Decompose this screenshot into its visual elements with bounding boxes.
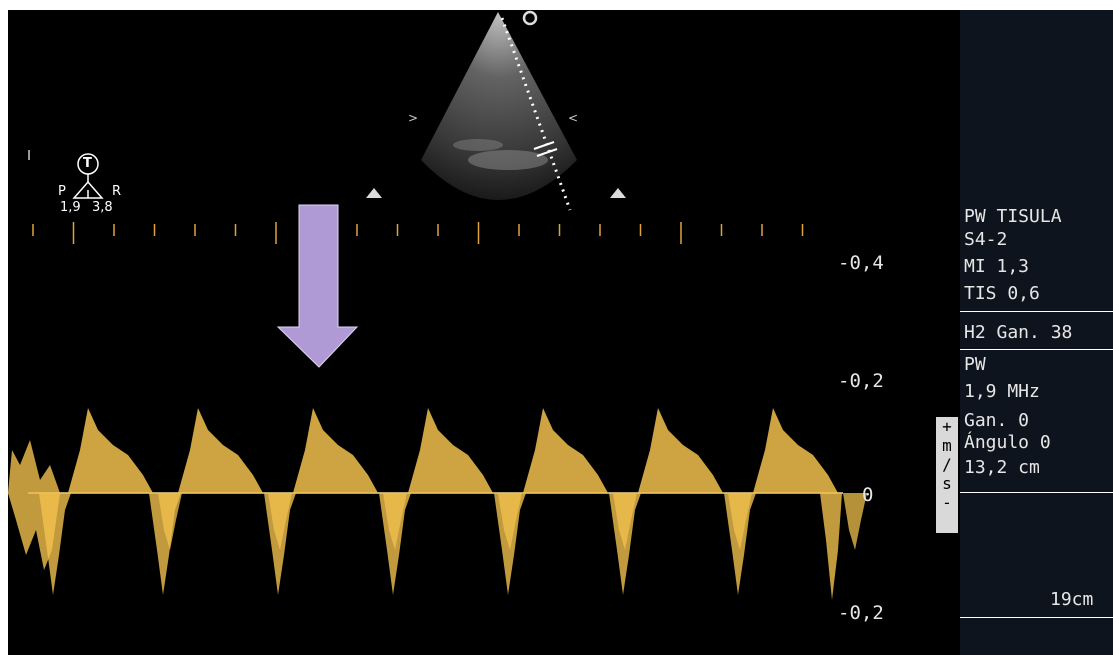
unit-slash: / <box>942 455 952 474</box>
orientation-marker: T P R 1,9 3,8 <box>48 146 158 226</box>
depth: 13,2 cm <box>964 457 1040 478</box>
divider <box>960 349 1113 350</box>
focus-left-marker: > <box>408 111 418 125</box>
sector-image <box>421 12 577 200</box>
velocity-unit-box: + m / s - <box>936 417 958 533</box>
angle: Ángulo 0 <box>964 432 1051 453</box>
info-panel: PW TISULA S4-2 MI 1,3 TIS 0,6 H2 Gan. 38… <box>960 10 1113 655</box>
divider <box>960 311 1113 312</box>
focus-right-marker: < <box>568 111 578 125</box>
secondary-trough <box>843 493 867 550</box>
mechanical-index: MI 1,3 <box>964 256 1030 277</box>
orientation-left-letter: P <box>58 184 66 199</box>
unit-s: s <box>942 474 952 493</box>
waveform-edge <box>8 440 60 570</box>
scale-label-bottom: -0,2 <box>838 602 884 624</box>
systolic-peak <box>753 408 838 493</box>
orientation-value-right: 3,8 <box>92 200 113 215</box>
scale-label-top: -0,4 <box>838 252 884 274</box>
systolic-peak <box>68 408 153 493</box>
probe-name: S4-2 <box>964 229 1008 250</box>
unit-minus: - <box>942 493 952 512</box>
unit-m: m <box>942 436 952 455</box>
orientation-glyph-icon <box>72 153 104 199</box>
doppler-gain: Gan. 0 <box>964 410 1030 431</box>
sector-edge-marker <box>366 188 382 198</box>
sample-gate-marker[interactable] <box>536 148 558 157</box>
thermal-index: TIS 0,6 <box>964 283 1040 304</box>
doppler-cursor-line[interactable] <box>500 17 572 211</box>
divider <box>960 492 1113 493</box>
reverse-flow-trough <box>494 493 526 595</box>
scale-label-zero: 0 <box>862 484 874 506</box>
reverse-flow-trough <box>724 493 756 595</box>
ultrasound-screen: > < T P R 1,9 3,8 -0,4 -0,2 0 -0,2 + <box>8 10 1113 655</box>
scale-label-mid: -0,2 <box>838 370 884 392</box>
systolic-peak <box>293 408 378 493</box>
systolic-peak <box>523 408 608 493</box>
orientation-right-letter: R <box>112 184 122 199</box>
reverse-flow-trough <box>149 493 181 595</box>
sample-gate-marker[interactable] <box>533 141 555 150</box>
harmonic-gain: H2 Gan. 38 <box>964 322 1073 343</box>
arrow-annotation <box>276 204 359 368</box>
divider <box>960 617 1113 618</box>
reverse-flow-trough <box>379 493 411 595</box>
doppler-display: > < <box>8 10 1109 600</box>
sweep-speed: 19cm <box>1050 589 1094 610</box>
mode-title: PW TISULA <box>964 206 1062 227</box>
probe-marker-icon <box>522 10 538 26</box>
orientation-value-left: 1,9 <box>60 200 81 215</box>
waveform-edge <box>820 493 842 600</box>
orientation-letter: T <box>83 156 92 171</box>
doppler-waveform <box>8 408 867 600</box>
systolic-peak <box>178 408 263 493</box>
pw-label: PW <box>964 354 986 375</box>
systolic-peak <box>638 408 723 493</box>
unit-plus: + <box>942 417 952 436</box>
sector-edge-marker <box>610 188 626 198</box>
systolic-peak <box>408 408 493 493</box>
frequency: 1,9 MHz <box>964 381 1040 402</box>
reverse-flow-trough <box>609 493 641 595</box>
reverse-flow-trough <box>264 493 296 595</box>
